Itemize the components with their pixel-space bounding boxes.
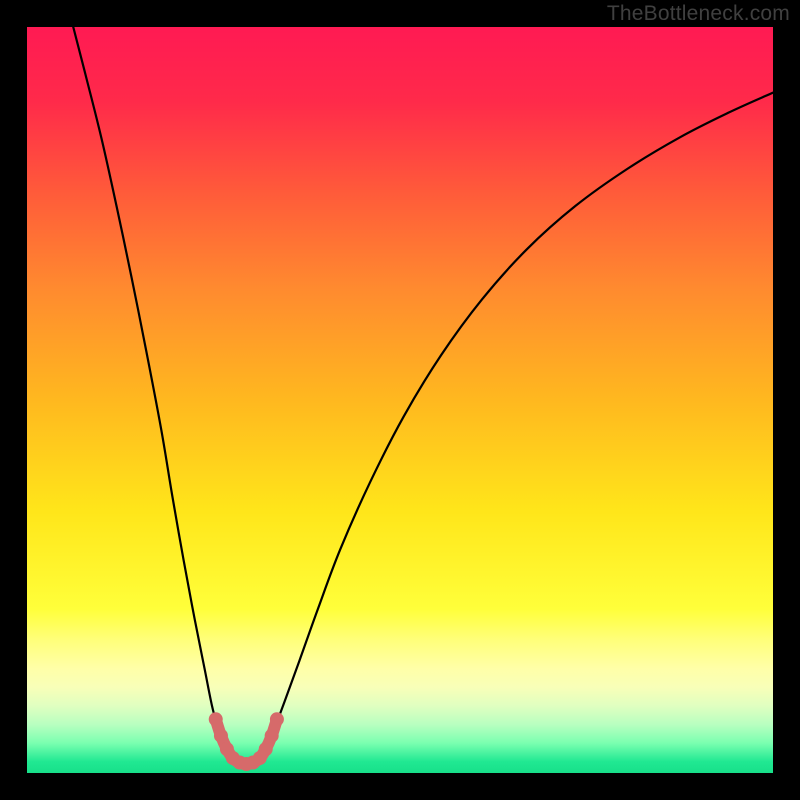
frame: TheBottleneck.com xyxy=(0,0,800,800)
gradient-background xyxy=(27,27,773,773)
plot-area xyxy=(27,27,773,773)
watermark-text: TheBottleneck.com xyxy=(607,2,790,26)
